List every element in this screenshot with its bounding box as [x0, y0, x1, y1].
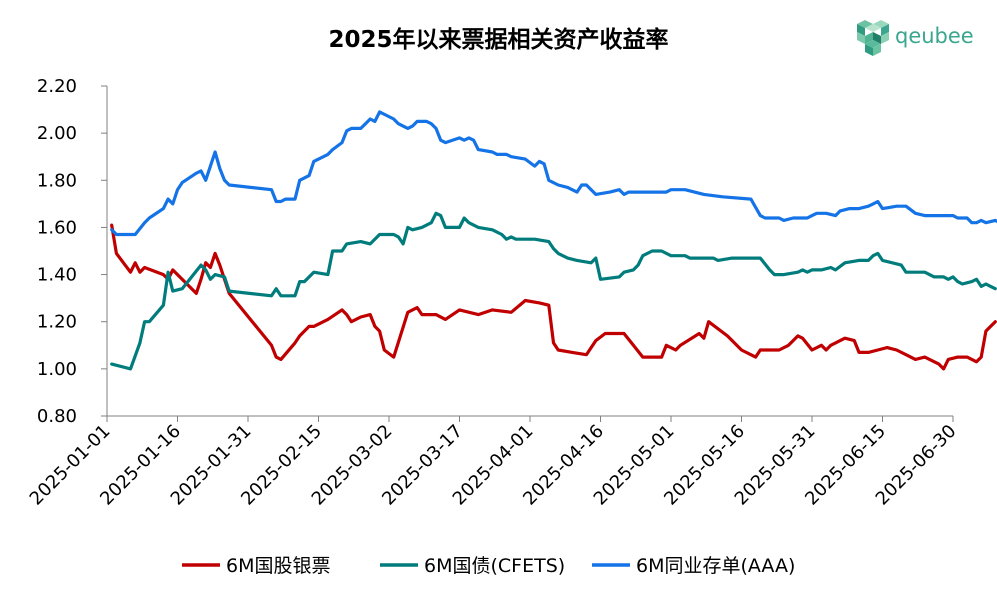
- series-lines: [110, 110, 997, 371]
- legend-label-0: 6M国股银票: [226, 555, 330, 577]
- y-tick-label: 1.00: [37, 359, 77, 380]
- y-tick-label: 1.80: [37, 170, 77, 191]
- series-line-1: [110, 211, 997, 371]
- qeubee-logo: qeubee: [855, 18, 985, 58]
- y-tick-label: 1.20: [37, 312, 77, 333]
- y-tick-label: 1.60: [37, 217, 77, 238]
- legend-label-2: 6M同业存单(AAA): [636, 555, 795, 577]
- x-axis: 2025-01-012025-01-162025-01-312025-02-15…: [26, 415, 961, 510]
- y-axis: 0.80 1.00 1.20 1.40 1.60 1.80 2.00 2.20: [37, 76, 108, 427]
- series-line-0: [110, 223, 997, 371]
- y-tick-label: 1.40: [37, 265, 77, 286]
- cube-logo-icon: [857, 20, 889, 56]
- y-tick-label: 0.80: [37, 406, 77, 427]
- chart-title: 2025年以来票据相关资产收益率: [328, 27, 669, 53]
- legend-label-1: 6M国债(CFETS): [424, 555, 565, 577]
- legend: 6M国股银票 6M国债(CFETS) 6M同业存单(AAA): [182, 555, 795, 577]
- series-line-2: [110, 110, 997, 237]
- y-tick-label: 2.20: [37, 76, 77, 97]
- logo-text: qeubee: [895, 24, 974, 48]
- y-tick-label: 2.00: [37, 123, 77, 144]
